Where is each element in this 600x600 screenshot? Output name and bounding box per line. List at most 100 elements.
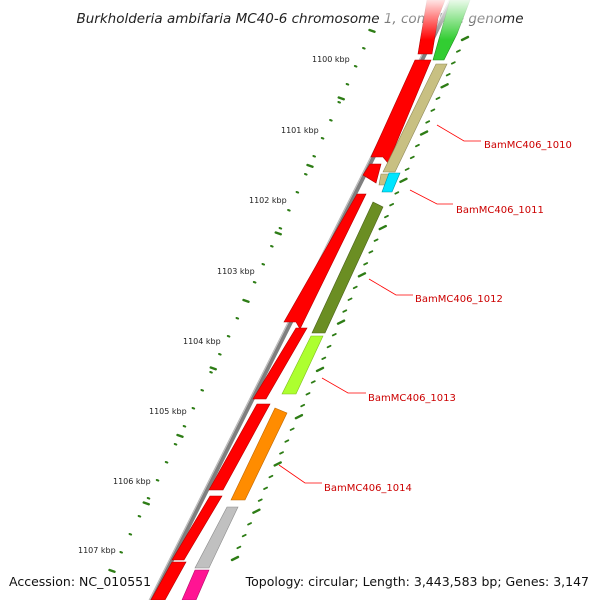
- inner-tick: [450, 61, 456, 65]
- scale-dot: [278, 227, 283, 230]
- scale-major-tick: [306, 163, 314, 168]
- inner-tick: [445, 73, 451, 77]
- inner-tick: [263, 486, 268, 490]
- scale-major-tick: [108, 568, 116, 573]
- inner-tick: [247, 522, 252, 526]
- label-leaders: [278, 124, 481, 484]
- scale-dot: [164, 461, 169, 464]
- inner-tick: [252, 508, 261, 514]
- scale-label: 1101 kbp: [281, 126, 319, 135]
- scale-dot: [345, 83, 350, 86]
- inner-tick: [378, 224, 387, 231]
- scale-major-tick: [142, 501, 150, 506]
- inner-tick: [415, 143, 420, 148]
- accession-text: Accession: NC_010551: [9, 574, 152, 589]
- leader-line-1010: [436, 124, 481, 142]
- scale-label: 1105 kbp: [149, 407, 187, 416]
- scale-dot: [119, 551, 123, 554]
- inner-tick: [352, 285, 358, 290]
- inner-tick: [394, 191, 400, 195]
- scale-dot: [362, 47, 366, 50]
- gene-label-1014[interactable]: BamMC406_1014: [324, 483, 412, 494]
- inner-tick: [236, 545, 242, 550]
- inner-tick: [363, 262, 369, 266]
- inner-tick: [315, 366, 325, 373]
- inner-tick: [384, 214, 389, 219]
- scale-label: 1103 kbp: [217, 267, 255, 276]
- genome-info-text: Topology: circular; Length: 3,443,583 bp…: [245, 574, 589, 589]
- scale-dot: [329, 119, 333, 122]
- scale-dot: [146, 497, 151, 500]
- inner-tick: [289, 427, 295, 431]
- scale-dot: [209, 371, 213, 374]
- scale-dot: [312, 155, 316, 158]
- scale-dot: [173, 443, 178, 446]
- inner-tick: [430, 108, 436, 112]
- scale-label: 1106 kbp: [113, 477, 151, 486]
- inner-tick: [257, 498, 263, 502]
- inner-tick: [419, 130, 429, 136]
- scale-major-tick: [368, 28, 376, 33]
- gene-labels: BamMC406_1010 BamMC406_1011 BamMC406_101…: [324, 140, 572, 494]
- inner-tick: [404, 167, 410, 171]
- inner-tick: [326, 344, 332, 349]
- inner-tick: [305, 392, 311, 396]
- inner-tick: [435, 96, 441, 100]
- inner-tick: [456, 49, 461, 53]
- gene-label-1012[interactable]: BamMC406_1012: [415, 294, 503, 305]
- inner-tick: [347, 297, 353, 301]
- gene-block-grey: [194, 506, 239, 569]
- gene-block-1013: [281, 335, 324, 395]
- cds-track-outer: [150, 0, 446, 600]
- cds-block: [208, 403, 271, 491]
- inner-tick: [440, 83, 449, 89]
- inner-tick: [321, 356, 327, 360]
- gene-block-1010: [382, 63, 448, 173]
- scale-dot: [320, 137, 325, 140]
- inner-tick: [425, 120, 431, 124]
- scale-dot: [218, 353, 222, 356]
- gene-track-inner: [181, 0, 471, 600]
- gene-label-1013[interactable]: BamMC406_1013: [368, 393, 456, 404]
- leader-line-1014: [278, 464, 322, 484]
- inner-tick: [310, 380, 316, 384]
- inner-tick: [373, 238, 379, 242]
- inner-tick: [336, 319, 346, 325]
- inner-tick: [241, 533, 247, 538]
- scale-dot: [182, 425, 187, 428]
- scale-dot: [155, 479, 160, 482]
- inner-ticks: [230, 35, 470, 562]
- scale-major-tick: [274, 231, 282, 236]
- gene-block-pink: [181, 569, 210, 600]
- scale-dot: [200, 389, 205, 392]
- gene-block-1014: [230, 407, 288, 501]
- inner-tick: [279, 451, 284, 455]
- cds-block: [171, 495, 223, 561]
- cds-block: [252, 327, 308, 400]
- inner-tick: [230, 555, 240, 562]
- inner-tick: [273, 461, 282, 467]
- scale-dot: [287, 209, 291, 212]
- gene-label-1010[interactable]: BamMC406_1010: [484, 140, 572, 151]
- cds-block: [362, 163, 382, 184]
- scale-label: 1100 kbp: [312, 55, 350, 64]
- scale-major-tick: [176, 433, 184, 438]
- scale-dot: [261, 263, 266, 266]
- inner-tick: [389, 203, 395, 207]
- gene-block-1012: [311, 201, 384, 334]
- scale-dot: [128, 533, 133, 536]
- scale-dot: [235, 317, 240, 320]
- inner-tick: [399, 177, 408, 184]
- scale-dot: [191, 407, 196, 410]
- leader-line-1011: [409, 189, 453, 205]
- scale-dot: [226, 335, 231, 338]
- inner-tick: [368, 250, 374, 254]
- scale-label: 1102 kbp: [249, 196, 287, 205]
- scale-dot: [270, 245, 274, 248]
- scale-major-tick: [209, 366, 217, 371]
- gene-label-1011[interactable]: BamMC406_1011: [456, 205, 544, 216]
- cds-block: [150, 561, 187, 600]
- scale-dot: [137, 515, 142, 518]
- scale-label: 1107 kbp: [78, 546, 116, 555]
